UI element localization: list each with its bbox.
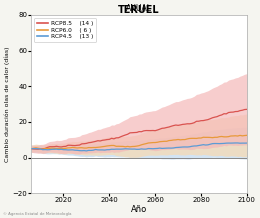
X-axis label: Año: Año <box>131 205 147 214</box>
Y-axis label: Cambio duración olas de calor (días): Cambio duración olas de calor (días) <box>4 46 10 162</box>
Title: TERUEL: TERUEL <box>118 5 160 15</box>
Legend: RCP8.5    (14 ), RCP6.0    ( 6 ), RCP4.5    (13 ): RCP8.5 (14 ), RCP6.0 ( 6 ), RCP4.5 (13 ) <box>34 18 96 42</box>
Text: ANUAL: ANUAL <box>126 4 152 13</box>
Text: © Agencia Estatal de Meteorología: © Agencia Estatal de Meteorología <box>3 212 71 216</box>
